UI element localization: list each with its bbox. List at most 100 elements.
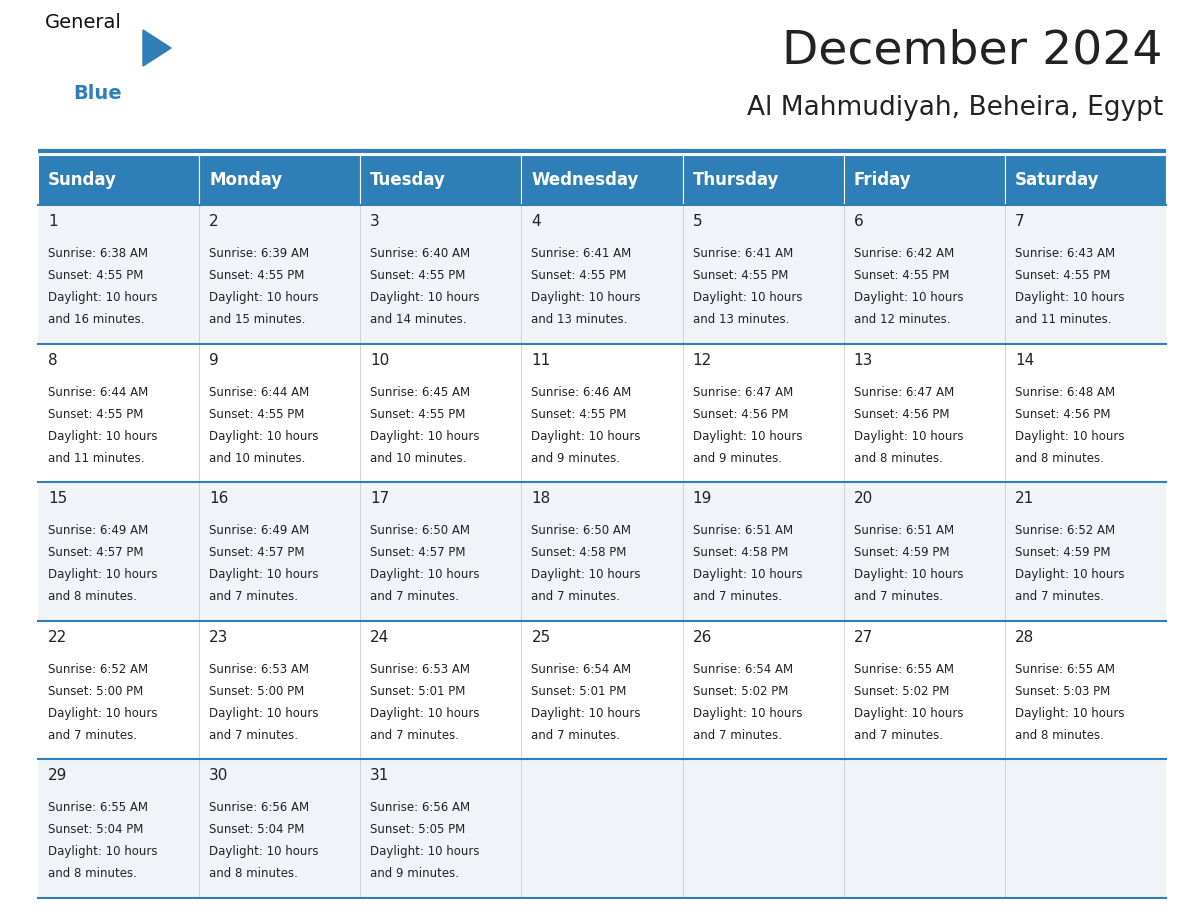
Bar (522, 482, 683, 621)
Text: and 7 minutes.: and 7 minutes. (48, 729, 137, 742)
Text: Sunrise: 6:39 AM: Sunrise: 6:39 AM (209, 247, 309, 260)
Text: Daylight: 10 hours: Daylight: 10 hours (693, 707, 802, 720)
Text: and 9 minutes.: and 9 minutes. (531, 452, 620, 465)
Text: Sunset: 4:57 PM: Sunset: 4:57 PM (209, 546, 304, 559)
Text: Sunrise: 6:50 AM: Sunrise: 6:50 AM (371, 524, 470, 537)
Text: General: General (45, 13, 122, 32)
Text: Sunrise: 6:56 AM: Sunrise: 6:56 AM (371, 801, 470, 814)
Text: 29: 29 (48, 768, 68, 783)
Text: Daylight: 10 hours: Daylight: 10 hours (1015, 568, 1124, 581)
Text: Daylight: 10 hours: Daylight: 10 hours (854, 291, 963, 304)
Text: Daylight: 10 hours: Daylight: 10 hours (48, 430, 158, 442)
Bar (522, 343, 683, 482)
Text: and 15 minutes.: and 15 minutes. (209, 313, 305, 326)
Text: 7: 7 (1015, 214, 1024, 229)
Text: Sunrise: 6:50 AM: Sunrise: 6:50 AM (531, 524, 632, 537)
Bar (1005, 482, 1165, 621)
Text: and 8 minutes.: and 8 minutes. (48, 590, 137, 603)
Text: and 7 minutes.: and 7 minutes. (854, 590, 943, 603)
Text: Sunrise: 6:51 AM: Sunrise: 6:51 AM (693, 524, 792, 537)
Text: Sunset: 5:04 PM: Sunset: 5:04 PM (48, 823, 144, 836)
Text: Sunrise: 6:52 AM: Sunrise: 6:52 AM (48, 663, 148, 676)
Text: 11: 11 (531, 353, 551, 367)
Text: and 10 minutes.: and 10 minutes. (209, 452, 305, 465)
Bar (360, 482, 522, 621)
Bar (522, 155, 683, 205)
Text: Sunrise: 6:55 AM: Sunrise: 6:55 AM (48, 801, 148, 814)
Text: Sunset: 4:59 PM: Sunset: 4:59 PM (854, 546, 949, 559)
Bar (200, 759, 360, 898)
Text: and 9 minutes.: and 9 minutes. (693, 452, 782, 465)
Text: Daylight: 10 hours: Daylight: 10 hours (371, 845, 480, 858)
Text: Sunrise: 6:48 AM: Sunrise: 6:48 AM (1015, 386, 1116, 398)
Text: Daylight: 10 hours: Daylight: 10 hours (209, 707, 318, 720)
Text: 18: 18 (531, 491, 551, 506)
Text: and 12 minutes.: and 12 minutes. (854, 313, 950, 326)
Text: 20: 20 (854, 491, 873, 506)
Text: Thursday: Thursday (693, 171, 779, 189)
Text: 31: 31 (371, 768, 390, 783)
Bar (683, 482, 843, 621)
Text: Sunrise: 6:43 AM: Sunrise: 6:43 AM (1015, 247, 1116, 260)
Text: Daylight: 10 hours: Daylight: 10 hours (531, 430, 642, 442)
Text: Sunset: 4:55 PM: Sunset: 4:55 PM (854, 269, 949, 282)
Bar (200, 621, 360, 759)
Bar (683, 205, 843, 343)
Text: Daylight: 10 hours: Daylight: 10 hours (48, 845, 158, 858)
Text: Daylight: 10 hours: Daylight: 10 hours (693, 291, 802, 304)
Text: and 8 minutes.: and 8 minutes. (209, 868, 298, 880)
Bar (1005, 759, 1165, 898)
Text: Sunrise: 6:56 AM: Sunrise: 6:56 AM (209, 801, 309, 814)
Bar (38, 155, 200, 205)
Text: Daylight: 10 hours: Daylight: 10 hours (48, 291, 158, 304)
Text: Sunday: Sunday (48, 171, 116, 189)
Text: Daylight: 10 hours: Daylight: 10 hours (854, 707, 963, 720)
Bar (1005, 205, 1165, 343)
Text: Sunrise: 6:41 AM: Sunrise: 6:41 AM (693, 247, 792, 260)
Text: and 7 minutes.: and 7 minutes. (531, 590, 620, 603)
Text: Daylight: 10 hours: Daylight: 10 hours (209, 430, 318, 442)
Text: Sunset: 4:57 PM: Sunset: 4:57 PM (371, 546, 466, 559)
Text: Sunset: 4:55 PM: Sunset: 4:55 PM (531, 269, 627, 282)
Text: 21: 21 (1015, 491, 1034, 506)
Bar (38, 621, 200, 759)
Text: 16: 16 (209, 491, 228, 506)
Text: Sunset: 4:55 PM: Sunset: 4:55 PM (371, 408, 466, 420)
Text: 5: 5 (693, 214, 702, 229)
Text: Daylight: 10 hours: Daylight: 10 hours (371, 568, 480, 581)
Bar (38, 343, 200, 482)
Text: Daylight: 10 hours: Daylight: 10 hours (1015, 707, 1124, 720)
Text: 9: 9 (209, 353, 219, 367)
Text: Daylight: 10 hours: Daylight: 10 hours (1015, 291, 1124, 304)
Text: 14: 14 (1015, 353, 1034, 367)
Text: 6: 6 (854, 214, 864, 229)
Text: Sunrise: 6:55 AM: Sunrise: 6:55 AM (1015, 663, 1114, 676)
Bar (843, 482, 1005, 621)
Bar (200, 155, 360, 205)
Text: and 8 minutes.: and 8 minutes. (1015, 452, 1104, 465)
Text: Sunset: 4:55 PM: Sunset: 4:55 PM (693, 269, 788, 282)
Bar (360, 205, 522, 343)
Text: Sunset: 4:55 PM: Sunset: 4:55 PM (209, 269, 304, 282)
Bar (200, 343, 360, 482)
Text: Sunrise: 6:49 AM: Sunrise: 6:49 AM (209, 524, 309, 537)
Text: Sunset: 4:55 PM: Sunset: 4:55 PM (371, 269, 466, 282)
Text: and 8 minutes.: and 8 minutes. (1015, 729, 1104, 742)
Text: Sunset: 5:00 PM: Sunset: 5:00 PM (209, 685, 304, 698)
Bar (843, 205, 1005, 343)
Text: 2: 2 (209, 214, 219, 229)
Text: and 11 minutes.: and 11 minutes. (1015, 313, 1111, 326)
Text: Daylight: 10 hours: Daylight: 10 hours (531, 707, 642, 720)
Text: Sunrise: 6:53 AM: Sunrise: 6:53 AM (209, 663, 309, 676)
Bar (522, 621, 683, 759)
Text: Sunrise: 6:53 AM: Sunrise: 6:53 AM (371, 663, 470, 676)
Text: 12: 12 (693, 353, 712, 367)
Text: and 13 minutes.: and 13 minutes. (531, 313, 627, 326)
Bar (1005, 343, 1165, 482)
Bar (683, 759, 843, 898)
Text: Daylight: 10 hours: Daylight: 10 hours (371, 430, 480, 442)
Text: Blue: Blue (72, 84, 121, 103)
Text: and 7 minutes.: and 7 minutes. (531, 729, 620, 742)
Text: Sunset: 4:56 PM: Sunset: 4:56 PM (1015, 408, 1111, 420)
Text: Daylight: 10 hours: Daylight: 10 hours (854, 430, 963, 442)
